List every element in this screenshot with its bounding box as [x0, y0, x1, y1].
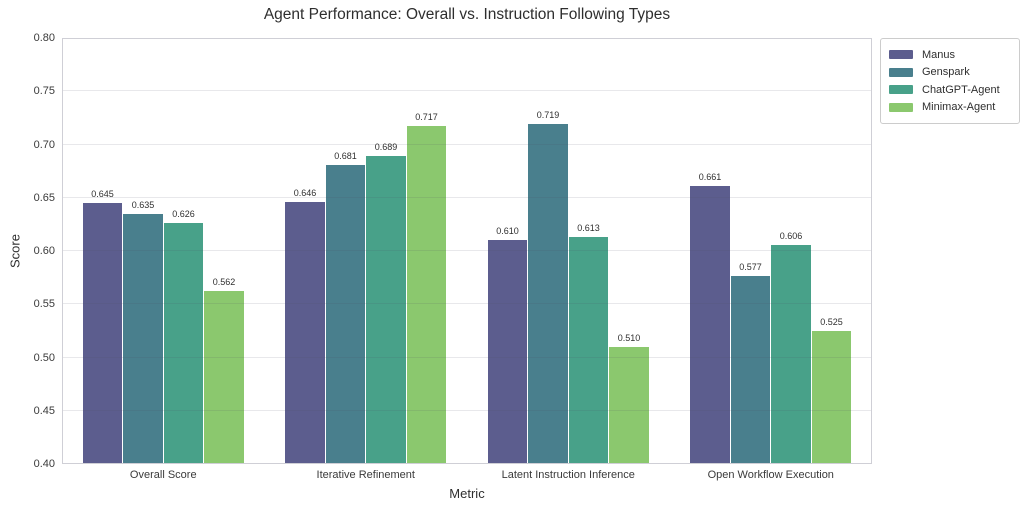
bar-value-label: 0.645	[91, 189, 114, 200]
legend-label: Manus	[922, 48, 956, 61]
bar	[406, 126, 447, 464]
bar	[204, 291, 244, 464]
bar-value-label: 0.681	[334, 150, 357, 161]
y-tick-label: 0.40	[33, 458, 55, 470]
gridline	[62, 196, 872, 198]
bar-value-label: 0.717	[415, 112, 438, 123]
legend-item: Minimax-Agent	[889, 99, 1011, 117]
bar-value-label: 0.626	[172, 209, 195, 220]
x-axis-label: Metric	[449, 486, 485, 501]
legend-label: ChatGPT-Agent	[922, 83, 1000, 96]
bar	[82, 203, 123, 464]
y-tick-label: 0.70	[33, 138, 55, 151]
bar-value-label: 0.635	[131, 199, 155, 210]
x-tick-label: Iterative Refinement	[316, 469, 415, 481]
y-tick-label: 0.55	[33, 298, 55, 311]
bar-value-label: 0.562	[212, 277, 236, 288]
legend-item: ChatGPT-Agent	[889, 81, 1011, 99]
plot-area: 0.645 0.646 0.610 0.661 0.635 0.681 0.719 0.577…	[62, 38, 872, 464]
y-tick-label: 0.75	[33, 85, 55, 98]
gridline	[62, 90, 872, 92]
bar-value-label: 0.689	[374, 142, 398, 153]
bar	[528, 124, 568, 464]
legend-label: Genspark	[922, 66, 970, 79]
bar	[690, 186, 730, 464]
bar	[285, 202, 325, 464]
bar-value-label: 0.510	[617, 332, 641, 343]
y-tick-label: 0.50	[33, 351, 55, 364]
legend-label: Minimax-Agent	[922, 101, 996, 114]
gridline	[62, 250, 872, 251]
y-tick-label: 0.45	[33, 404, 55, 417]
bar	[771, 244, 811, 464]
bar	[609, 346, 649, 464]
bar-value-label: 0.577	[739, 261, 762, 272]
gridline	[62, 409, 872, 411]
bar	[487, 240, 528, 464]
legend-item: Manus	[889, 46, 1011, 64]
bar	[163, 223, 204, 464]
bar-value-label: 0.646	[293, 188, 317, 199]
gridline	[62, 303, 872, 305]
chart-title: Agent Performance: Overall vs. Instructi…	[263, 6, 671, 23]
gridline	[62, 143, 872, 145]
bar	[123, 213, 163, 464]
bar	[325, 164, 366, 464]
bar-value-label: 0.610	[496, 226, 519, 237]
bar	[811, 330, 852, 464]
bar-value-label: 0.613	[577, 223, 600, 234]
legend-swatch	[889, 102, 913, 112]
y-tick-label: 0.80	[33, 32, 55, 44]
legend-item: Genspark	[889, 64, 1011, 82]
bar-value-label: 0.606	[779, 230, 803, 241]
legend-swatch	[889, 50, 913, 60]
bar	[366, 156, 406, 464]
bar	[568, 237, 609, 464]
legend: Manus Genspark ChatGPT-Agent Minimax-Agent	[880, 38, 1020, 124]
x-tick-label: Latent Instruction Inference	[501, 469, 635, 481]
bar-value-label: 0.661	[698, 172, 722, 183]
bar-value-label: 0.719	[536, 110, 560, 121]
x-tick-label: Open Workflow Execution	[707, 469, 834, 481]
y-tick-label: 0.60	[33, 245, 55, 257]
bar	[730, 275, 771, 464]
y-tick-label: 0.65	[33, 191, 55, 204]
bar-value-label: 0.525	[820, 316, 843, 327]
gridline	[62, 356, 872, 358]
legend-swatch	[889, 67, 913, 77]
y-axis-ticks: 0.40 0.45 0.50 0.55 0.60 0.65 0.70 0.75 0.80	[0, 32, 55, 470]
x-tick-label: Overall Score	[129, 469, 197, 481]
legend-swatch	[889, 85, 913, 95]
